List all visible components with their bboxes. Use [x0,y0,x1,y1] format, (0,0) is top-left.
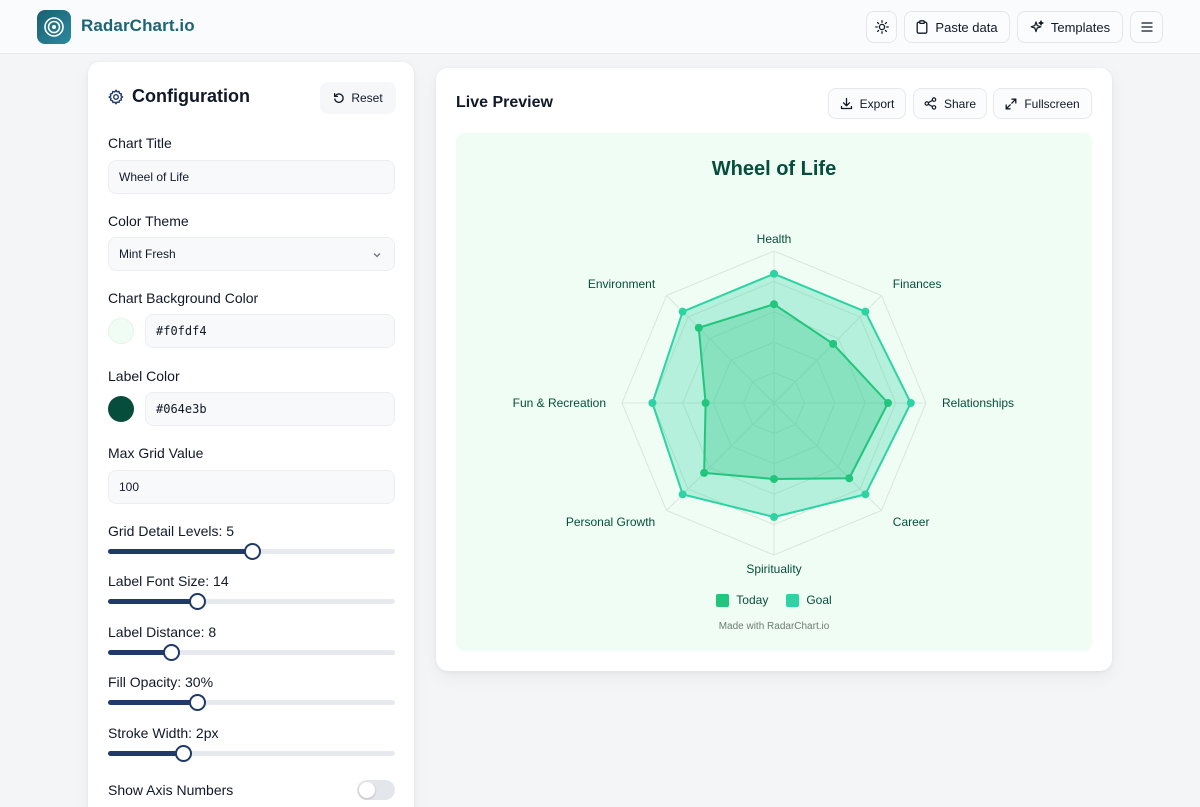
expand-icon [1005,98,1017,109]
theme-toggle-button[interactable] [866,11,897,43]
paste-data-label: Paste data [935,19,998,35]
gear-icon [108,89,124,104]
bg-color-label: Chart Background Color [108,290,259,306]
axis-label: Spirituality [746,562,801,576]
reset-button[interactable]: Reset [320,82,396,114]
data-point [861,307,870,316]
label-distance-slider[interactable] [108,644,395,661]
data-point [678,307,687,316]
slider-thumb[interactable] [174,745,192,762]
sparkles-icon [1030,20,1044,33]
grid-levels-slider[interactable] [108,543,395,560]
sun-icon [874,20,889,34]
data-point [700,468,709,477]
top-bar: RadarChart.io Paste data Templates [0,0,1200,54]
data-point [648,399,657,407]
grid-levels-label: Grid Detail Levels: 5 [108,523,235,539]
logo-icon[interactable] [37,10,71,44]
configuration-title: Configuration [132,86,250,106]
bg-color-swatch[interactable] [108,318,134,344]
export-label: Export [859,96,895,111]
data-point [770,513,778,521]
color-theme-value: Mint Fresh [119,247,176,261]
label-font-size-slider[interactable] [108,593,395,610]
legend-item-today[interactable]: Today [716,593,768,607]
label-color-input[interactable]: #064e3b [145,392,395,426]
data-point [701,399,710,407]
axis-label: Fun & Recreation [513,396,606,410]
axis-label: Career [893,515,930,529]
share-icon [924,97,937,110]
legend-swatch [786,593,800,607]
slider-thumb[interactable] [163,644,181,661]
data-point [694,323,703,332]
chart-title: Wheel of Life [711,158,837,180]
watermark: Made with RadarChart.io [718,621,830,632]
reset-label: Reset [351,91,383,105]
chart-legend: Today Goal [456,593,1092,607]
data-point [770,269,778,278]
slider-thumb[interactable] [243,543,261,560]
show-axis-numbers-label: Show Axis Numbers [108,782,234,798]
label-color-swatch[interactable] [108,396,134,422]
bg-color-input[interactable]: #f0fdf4 [145,314,395,348]
legend-label: Today [736,593,769,607]
data-point [884,399,892,407]
chevron-down-icon [373,253,381,258]
stroke-width-slider[interactable] [108,745,395,762]
axis-label: Health [757,232,792,246]
data-point [829,339,838,348]
live-preview-title: Live Preview [456,94,553,111]
axis-label: Personal Growth [566,515,655,529]
fullscreen-button[interactable]: Fullscreen [993,88,1092,119]
chart-canvas: Wheel of Life Health Finances Relationship… [456,133,1092,651]
templates-label: Templates [1050,19,1111,35]
chart-title-label: Chart Title [108,135,172,151]
data-point [861,490,870,499]
slider-thumb[interactable] [188,593,206,610]
data-point [845,474,854,483]
data-point [770,475,778,483]
data-point [770,300,778,309]
reset-icon [334,92,345,103]
paste-data-button[interactable]: Paste data [904,11,1010,43]
stroke-width-label: Stroke Width: 2px [108,725,219,741]
download-icon [840,97,852,110]
legend-item-goal[interactable]: Goal [786,593,832,607]
share-button[interactable]: Share [913,88,987,119]
max-grid-label: Max Grid Value [108,445,204,461]
export-button[interactable]: Export [828,88,906,119]
slider-thumb[interactable] [188,694,206,711]
share-label: Share [943,96,977,111]
brand-name[interactable]: RadarChart.io [81,16,195,35]
menu-button[interactable] [1130,11,1163,43]
configuration-panel: Configuration Reset Chart Title Wheel of… [88,62,414,807]
max-grid-input[interactable]: 100 [108,470,395,504]
show-axis-numbers-toggle[interactable] [357,780,395,800]
label-color-label: Label Color [108,368,180,384]
label-font-size-label: Label Font Size: 14 [108,573,229,589]
legend-label: Goal [806,593,832,607]
axis-label: Relationships [942,396,1014,410]
live-preview-panel: Live Preview Export Share Fullscreen Whe… [436,68,1112,671]
radar-chart: Health Finances Relationships Career Spiritu… [513,232,1014,576]
fullscreen-label: Fullscreen [1024,96,1080,111]
color-theme-select[interactable]: Mint Fresh [108,237,395,271]
label-distance-label: Label Distance: 8 [108,624,217,640]
fill-opacity-slider[interactable] [108,694,395,711]
axis-label: Environment [588,277,656,291]
axis-label: Finances [893,277,942,291]
templates-button[interactable]: Templates [1017,11,1123,43]
fill-opacity-label: Fill Opacity: 30% [108,674,214,690]
clipboard-icon [916,20,928,34]
color-theme-label: Color Theme [108,213,189,229]
legend-swatch [716,593,730,607]
chart-title-input[interactable]: Wheel of Life [108,160,395,194]
hamburger-icon [1140,22,1153,32]
configuration-header: Configuration [108,86,250,107]
data-point [678,490,687,499]
data-point [906,399,915,407]
